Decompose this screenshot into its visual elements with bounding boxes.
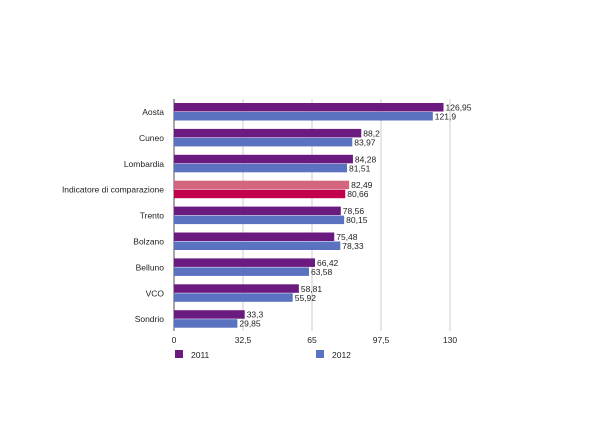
legend-swatch-2012 [316,350,324,358]
bar-2012 [174,163,348,173]
category-label: Belluno [136,262,165,272]
x-tick-label: 65 [307,335,317,345]
bar-2011 [174,154,353,164]
bar-2011 [174,284,299,293]
bar-2011 [174,258,316,267]
bar-2012 [174,241,341,250]
data-label: 75,48 [336,232,358,242]
data-label: 63,58 [311,267,333,277]
data-label: 80,66 [347,189,369,199]
data-label: 80,15 [346,215,368,225]
category-label: Indicatore di comparazione [62,185,164,195]
data-label: 81,51 [349,163,371,173]
data-label: 88,2 [363,128,380,138]
bar-2011 [174,206,341,216]
data-label: 58,81 [301,284,323,294]
category-label: Trento [140,211,165,221]
data-label: 83,97 [354,137,376,147]
bar-2012 [174,189,346,199]
bar-2012 [174,137,353,147]
data-label: 78,33 [342,241,364,251]
legend-swatch-2011 [175,350,183,358]
category-label: Cuneo [139,133,164,143]
bar-2011 [174,180,350,190]
data-label: 33,3 [247,310,264,320]
bar-2011 [174,310,245,319]
data-label: 55,92 [295,293,317,303]
data-label: 121,9 [435,112,457,122]
data-label: 66,42 [317,258,339,268]
legend-label: 2011 [191,350,210,360]
bar-2012 [174,293,293,302]
category-label: VCO [146,288,165,298]
bar-2012 [174,215,345,225]
x-tick-label: 32,5 [235,335,252,345]
category-label: Sondrio [135,314,165,324]
data-label: 84,28 [355,154,377,164]
bar-2012 [174,319,238,328]
data-label: 29,85 [239,319,261,329]
bar-2011 [174,128,362,138]
bar-2011 [174,103,444,112]
x-tick-label: 97,5 [373,335,390,345]
bar-2012 [174,267,309,276]
bar-2012 [174,112,433,121]
category-label: Aosta [142,107,164,117]
data-label: 82,49 [351,180,373,190]
legend-label: 2012 [332,350,351,360]
x-tick-label: 130 [443,335,457,345]
data-label: 78,56 [343,206,365,216]
bar-2011 [174,232,335,241]
x-tick-label: 0 [172,335,177,345]
category-label: Bolzano [133,237,164,247]
category-label: Lombardia [124,159,164,169]
data-label: 126,95 [446,103,472,113]
